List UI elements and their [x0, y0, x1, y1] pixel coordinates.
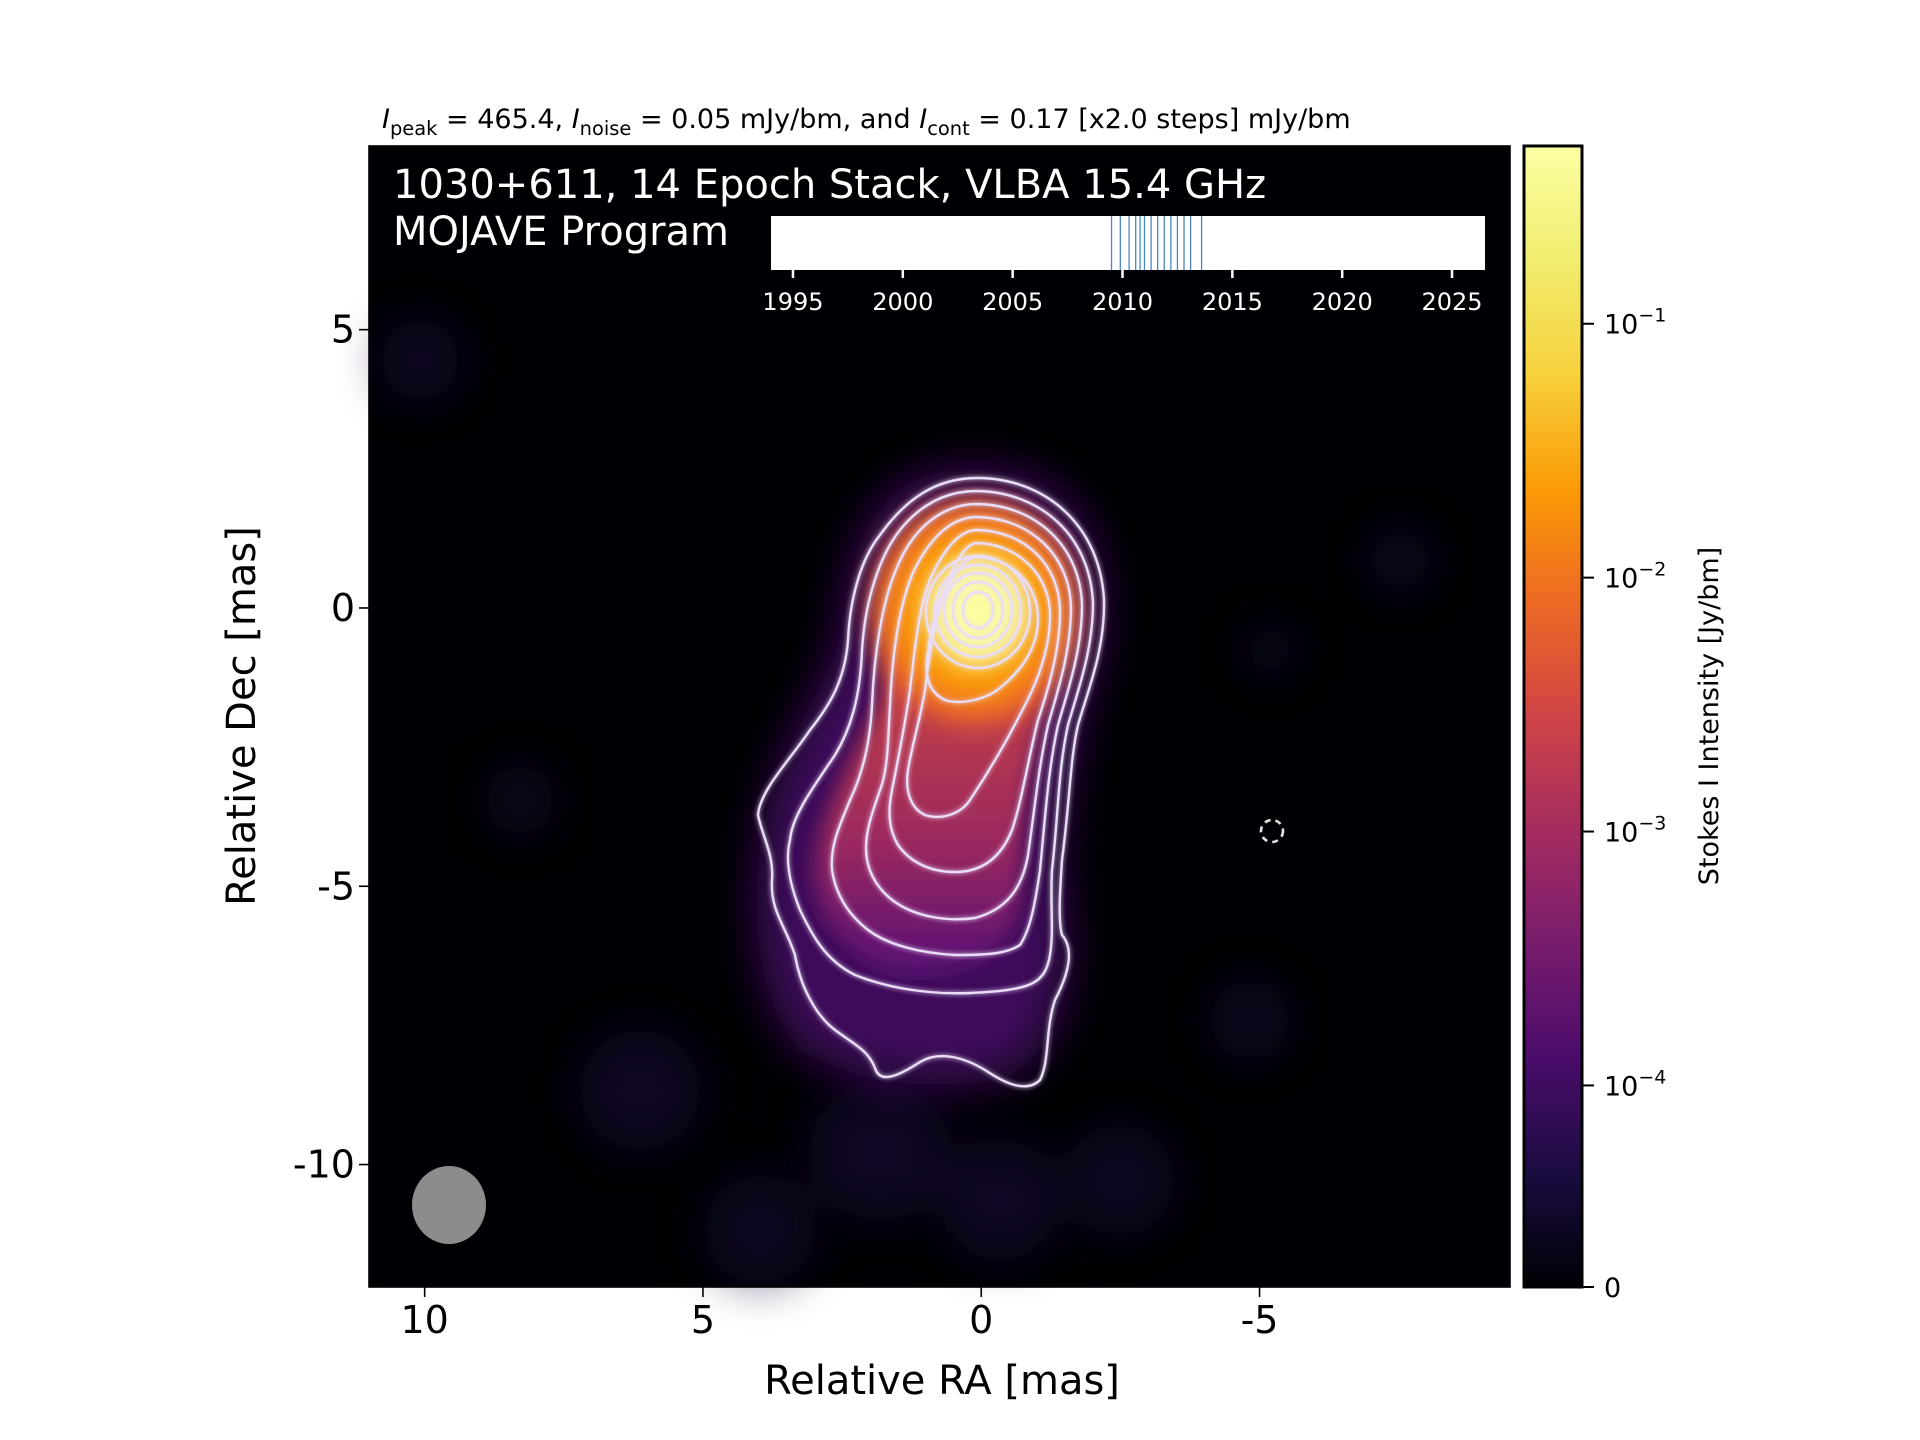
- epoch-timeline: 1995 2000 2005 2010 2015 2020 2025: [762, 216, 1485, 316]
- header-stats: Ipeak = 465.4, Inoise = 0.05 mJy/bm, and…: [382, 104, 1351, 140]
- x-axis-label: Relative RA [mas]: [764, 1358, 1120, 1404]
- x-tick-label-1: 5: [691, 1298, 715, 1342]
- timeline-box: [771, 216, 1485, 270]
- timeline-tick-label-0: 1995: [762, 288, 823, 316]
- y-tick-label-0: 5: [331, 308, 355, 352]
- contour-level-10: [942, 571, 1014, 649]
- contour-level-9: [933, 563, 1023, 659]
- colorbar: 10−1 10−2 10−3 10−4 0 Stokes I Intensity [Jy…: [1522, 144, 1725, 1304]
- colorbar-tick-label-0: 10−1: [1604, 305, 1666, 341]
- contour-level-3: [830, 502, 1084, 957]
- plot-title-line1: 1030+611, 14 Epoch Stack, VLBA 15.4 GHz: [393, 162, 1266, 208]
- timeline-tick-label-6: 2025: [1422, 288, 1483, 316]
- plot-title-line2: MOJAVE Program: [393, 209, 729, 255]
- timeline-tick-label-5: 2020: [1312, 288, 1373, 316]
- x-tick-label-2: 0: [969, 1298, 993, 1342]
- contour-level-5: [888, 528, 1062, 874]
- contour-lines: [756, 476, 1106, 1088]
- contour-level-2: [786, 489, 1095, 995]
- plot-frame: [368, 145, 1511, 1288]
- colorbar-tick-label-3: 10−4: [1604, 1066, 1666, 1102]
- colorbar-label: Stokes I Intensity [Jy/bm]: [1694, 547, 1725, 885]
- colorbar-tick-label-2: 10−3: [1604, 813, 1666, 849]
- timeline-tick-label-2: 2005: [982, 288, 1043, 316]
- contour-level-8: [924, 554, 1032, 670]
- x-tick-label-0: 10: [400, 1298, 448, 1342]
- beam-ellipse: [412, 1166, 486, 1244]
- y-tick-label-2: -5: [317, 864, 355, 908]
- timeline-tick-label-3: 2010: [1092, 288, 1153, 316]
- y-axis-label: Relative Dec [mas]: [219, 526, 265, 906]
- colorbar-gradient: [1522, 144, 1584, 1289]
- y-tick-label-1: 0: [331, 586, 355, 630]
- timeline-tick-label-1: 2000: [872, 288, 933, 316]
- colorbar-tick-label-4: 0: [1604, 1273, 1621, 1304]
- background-noise: [380, 320, 1430, 1285]
- x-tick-label-3: -5: [1241, 1298, 1279, 1342]
- contour-level-1: [756, 476, 1106, 1088]
- colorbar-tick-label-1: 10−2: [1604, 559, 1666, 595]
- contour-level-11: [951, 580, 1005, 640]
- emission-map: [756, 469, 1102, 1085]
- timeline-tick-label-4: 2015: [1202, 288, 1263, 316]
- dashed-circle-marker: [1259, 818, 1285, 844]
- y-tick-label-3: -10: [293, 1143, 355, 1187]
- image-panel: 1030+611, 14 Epoch Stack, VLBA 15.4 GHz …: [369, 146, 1510, 1287]
- contour-level-7: [925, 555, 1040, 704]
- contour-level-4: [864, 515, 1073, 921]
- contour-level-12: [961, 590, 995, 630]
